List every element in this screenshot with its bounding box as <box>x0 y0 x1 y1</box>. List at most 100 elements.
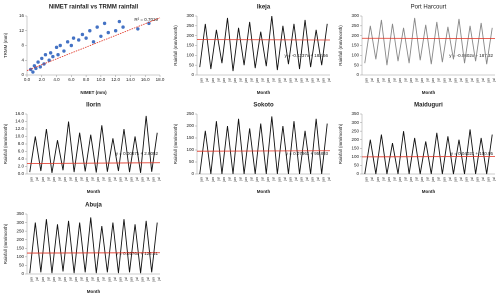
x-tick-label: jan <box>255 78 259 84</box>
x-tick-label: jan <box>464 78 468 84</box>
point <box>62 49 66 53</box>
point <box>71 36 76 40</box>
x-tick-label: jul <box>216 177 220 182</box>
x-tick-label: jul <box>35 177 39 182</box>
x-tick-label: jul <box>124 177 128 182</box>
x-tick-label: jul <box>261 78 265 83</box>
x-tick-label: jan <box>277 177 281 183</box>
x-tick-label: jul <box>470 177 474 182</box>
x-tick-label: jan <box>233 78 237 84</box>
x-tick-label: jan <box>288 177 292 183</box>
y-tick-label: 8.0 <box>18 141 25 146</box>
x-tick-label: jan <box>107 177 111 183</box>
annotation: y = 0.0402x + 100.05 <box>451 151 494 156</box>
y-axis-title: Rainfall (mm/month) <box>338 25 343 66</box>
x-tick-label: jul <box>459 177 463 182</box>
x-tick-label: jul <box>113 177 117 182</box>
y-tick-label: 50 <box>354 163 360 168</box>
x-tick-label: 12.0 <box>111 77 120 82</box>
point <box>58 43 62 48</box>
y-tick-label: 50 <box>19 263 25 268</box>
x-tick-label: jan <box>118 277 122 283</box>
point <box>84 36 88 40</box>
y-tick-label: 100 <box>186 147 194 152</box>
y-tick-label: 150 <box>186 43 194 48</box>
y-tick-label: 250 <box>351 128 359 133</box>
x-tick-label: jul <box>46 177 50 182</box>
rainfall-line <box>364 17 493 66</box>
y-tick-label: 150 <box>186 135 194 140</box>
point <box>136 27 140 31</box>
y-axis-title: Rainfall (mm/month) <box>173 25 178 66</box>
y-tick-label: 100 <box>351 154 359 159</box>
x-tick-label: jul <box>283 78 287 83</box>
x-tick-label: jan <box>129 177 133 183</box>
y-tick-label: 16 <box>19 13 25 18</box>
x-tick-label: jul <box>135 277 139 282</box>
y-tick-label: 0.0 <box>18 171 25 176</box>
x-tick-label: jan <box>266 78 270 84</box>
x-tick-label: jan <box>453 78 457 84</box>
x-tick-label: jul <box>370 78 374 83</box>
x-tick-label: jan <box>487 78 491 84</box>
x-tick-label: jan <box>387 177 391 183</box>
y-axis-title: TRMM (mm) <box>3 32 8 58</box>
x-tick-label: jul <box>327 177 331 182</box>
y-tick-label: 300 <box>351 13 359 18</box>
chart-title: Sokoto <box>253 103 274 109</box>
rainfall-line <box>199 15 328 72</box>
y-tick-label: 150 <box>16 245 24 250</box>
y-tick-label: 6.0 <box>18 149 25 154</box>
x-axis-title: Month <box>87 289 101 294</box>
x-tick-label: jan <box>222 177 226 183</box>
x-tick-label: jul <box>481 78 485 83</box>
x-tick-label: 6.0 <box>68 77 75 82</box>
x-tick-label: jan <box>74 277 78 283</box>
x-tick-label: jan <box>96 277 100 283</box>
x-tick-label: jan <box>453 177 457 183</box>
y-tick-label: 100 <box>16 254 24 259</box>
x-tick-label: jan <box>288 78 292 84</box>
x-tick-label: jul <box>426 78 430 83</box>
point <box>36 60 40 64</box>
x-tick-label: jul <box>216 78 220 83</box>
y-tick-label: 300 <box>186 13 194 18</box>
y-axis-title: Rainfall (mm/month) <box>338 123 343 164</box>
chart-title: Abuja <box>85 203 102 209</box>
y-axis-title: Rainfall (mm/month) <box>173 123 178 164</box>
x-tick-label: jul <box>68 277 72 282</box>
x-tick-label: jan <box>476 177 480 183</box>
chart-title: Maiduguri <box>414 103 443 109</box>
point <box>91 40 96 44</box>
point <box>77 38 81 42</box>
annotation: y = -0.0802x + 187.32 <box>449 53 493 58</box>
x-tick-label: jan <box>41 177 45 183</box>
x-tick-label: jul <box>135 177 139 182</box>
point <box>48 51 53 55</box>
x-tick-label: jan <box>409 177 413 183</box>
x-tick-label: jul <box>227 177 231 182</box>
x-tick-label: jan <box>52 277 56 283</box>
y-tick-label: 8 <box>21 43 24 48</box>
x-tick-label: jul <box>102 277 106 282</box>
x-tick-label: jul <box>448 177 452 182</box>
x-tick-label: jan <box>152 177 156 183</box>
x-tick-label: jul <box>448 78 452 83</box>
x-tick-label: jul <box>113 277 117 282</box>
x-tick-label: jan <box>322 177 326 183</box>
x-tick-label: jul <box>370 177 374 182</box>
x-tick-label: jan <box>387 78 391 84</box>
y-tick-label: 0 <box>191 72 194 77</box>
x-tick-label: jul <box>91 277 95 282</box>
y-tick-label: 4 <box>21 57 24 62</box>
x-tick-label: jul <box>80 177 84 182</box>
y-tick-label: 50 <box>354 62 360 67</box>
x-tick-label: jul <box>250 78 254 83</box>
x-tick-label: jan <box>85 277 89 283</box>
annotation: y = -0.1137x + 182.66 <box>285 53 329 58</box>
y-tick-label: 0 <box>21 72 24 77</box>
point <box>80 32 85 37</box>
x-tick-label: jan <box>233 177 237 183</box>
point <box>121 25 125 29</box>
x-tick-label: jan <box>141 277 145 283</box>
